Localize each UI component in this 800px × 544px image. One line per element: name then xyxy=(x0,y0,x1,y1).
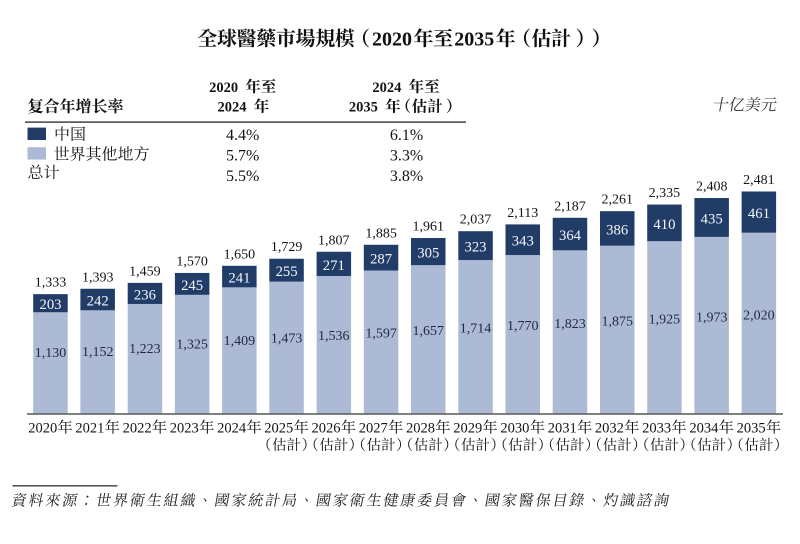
svg-text:1,770: 1,770 xyxy=(507,319,539,334)
svg-text:2,187: 2,187 xyxy=(554,199,586,214)
svg-text:1,130: 1,130 xyxy=(35,346,67,361)
svg-text:2,481: 2,481 xyxy=(743,173,775,188)
svg-text:255: 255 xyxy=(276,264,298,280)
svg-text:5.5%: 5.5% xyxy=(226,168,259,185)
svg-text:1,393: 1,393 xyxy=(82,270,114,285)
svg-text:287: 287 xyxy=(370,252,392,268)
svg-text:2020: 2020 xyxy=(28,421,57,437)
svg-text:2033: 2033 xyxy=(642,421,671,437)
svg-text:1,807: 1,807 xyxy=(318,233,350,248)
svg-text:5.7%: 5.7% xyxy=(226,147,259,164)
svg-text:2,113: 2,113 xyxy=(507,206,538,221)
svg-text:2,408: 2,408 xyxy=(696,180,728,195)
svg-text:3.3%: 3.3% xyxy=(390,147,423,164)
svg-text:2,335: 2,335 xyxy=(649,186,681,201)
svg-text:2023: 2023 xyxy=(170,421,199,437)
svg-text:2032: 2032 xyxy=(595,421,624,437)
svg-text:1,823: 1,823 xyxy=(554,317,586,332)
svg-text:2028: 2028 xyxy=(406,421,435,437)
svg-text:3.8%: 3.8% xyxy=(390,168,423,185)
svg-text:1,597: 1,597 xyxy=(365,326,397,341)
svg-text:2030: 2030 xyxy=(500,421,529,437)
svg-text:2,261: 2,261 xyxy=(601,193,633,208)
svg-text:2021: 2021 xyxy=(75,421,104,437)
svg-text:1,223: 1,223 xyxy=(129,342,161,357)
svg-text:2029: 2029 xyxy=(453,421,482,437)
svg-text:203: 203 xyxy=(39,297,61,313)
svg-text:241: 241 xyxy=(228,271,250,287)
svg-text:343: 343 xyxy=(512,234,534,250)
svg-text:2035: 2035 xyxy=(454,29,494,51)
svg-text:1,973: 1,973 xyxy=(696,311,728,326)
svg-text:2020: 2020 xyxy=(372,29,412,51)
svg-text:2031: 2031 xyxy=(548,421,577,437)
svg-text:1,536: 1,536 xyxy=(318,329,350,344)
svg-text:242: 242 xyxy=(87,294,109,310)
svg-text:2020: 2020 xyxy=(209,80,238,96)
svg-text:435: 435 xyxy=(701,212,723,228)
svg-text:1,714: 1,714 xyxy=(460,322,492,337)
svg-text:1,925: 1,925 xyxy=(649,313,681,328)
svg-text:2035: 2035 xyxy=(349,100,378,116)
svg-text:1,473: 1,473 xyxy=(271,332,303,347)
svg-text:364: 364 xyxy=(559,228,582,244)
svg-text:1,657: 1,657 xyxy=(413,324,445,339)
svg-text:2,020: 2,020 xyxy=(743,309,775,324)
svg-text:323: 323 xyxy=(464,240,486,256)
svg-text:271: 271 xyxy=(323,258,345,274)
svg-text:410: 410 xyxy=(653,217,675,233)
svg-text:1,570: 1,570 xyxy=(176,254,208,269)
svg-text:1,885: 1,885 xyxy=(365,226,397,241)
svg-text:6.1%: 6.1% xyxy=(390,127,423,144)
svg-text:1,409: 1,409 xyxy=(224,334,256,349)
svg-text:1,961: 1,961 xyxy=(413,220,445,235)
svg-text:305: 305 xyxy=(417,246,439,262)
svg-text:1,459: 1,459 xyxy=(129,264,161,279)
svg-text:2024: 2024 xyxy=(218,100,247,116)
svg-text:1,650: 1,650 xyxy=(224,247,256,262)
svg-text:4.4%: 4.4% xyxy=(226,127,259,144)
svg-text:2026: 2026 xyxy=(312,421,341,437)
svg-text:2034: 2034 xyxy=(689,421,719,437)
svg-text:2024: 2024 xyxy=(217,421,247,437)
svg-text:1,875: 1,875 xyxy=(601,315,633,330)
svg-text:2024: 2024 xyxy=(372,80,401,96)
svg-text:2027: 2027 xyxy=(359,421,388,437)
svg-text:2,037: 2,037 xyxy=(460,213,492,228)
svg-text:245: 245 xyxy=(181,278,203,294)
svg-text:2025: 2025 xyxy=(264,421,293,437)
svg-text:236: 236 xyxy=(134,287,156,303)
svg-text:1,333: 1,333 xyxy=(35,276,67,291)
svg-text:1,325: 1,325 xyxy=(176,338,208,353)
svg-text:386: 386 xyxy=(606,222,628,238)
svg-text:2022: 2022 xyxy=(123,421,152,437)
svg-text:461: 461 xyxy=(748,206,770,222)
svg-text:2035: 2035 xyxy=(737,421,766,437)
svg-text:1,729: 1,729 xyxy=(271,240,303,255)
svg-text:1,152: 1,152 xyxy=(82,345,114,360)
